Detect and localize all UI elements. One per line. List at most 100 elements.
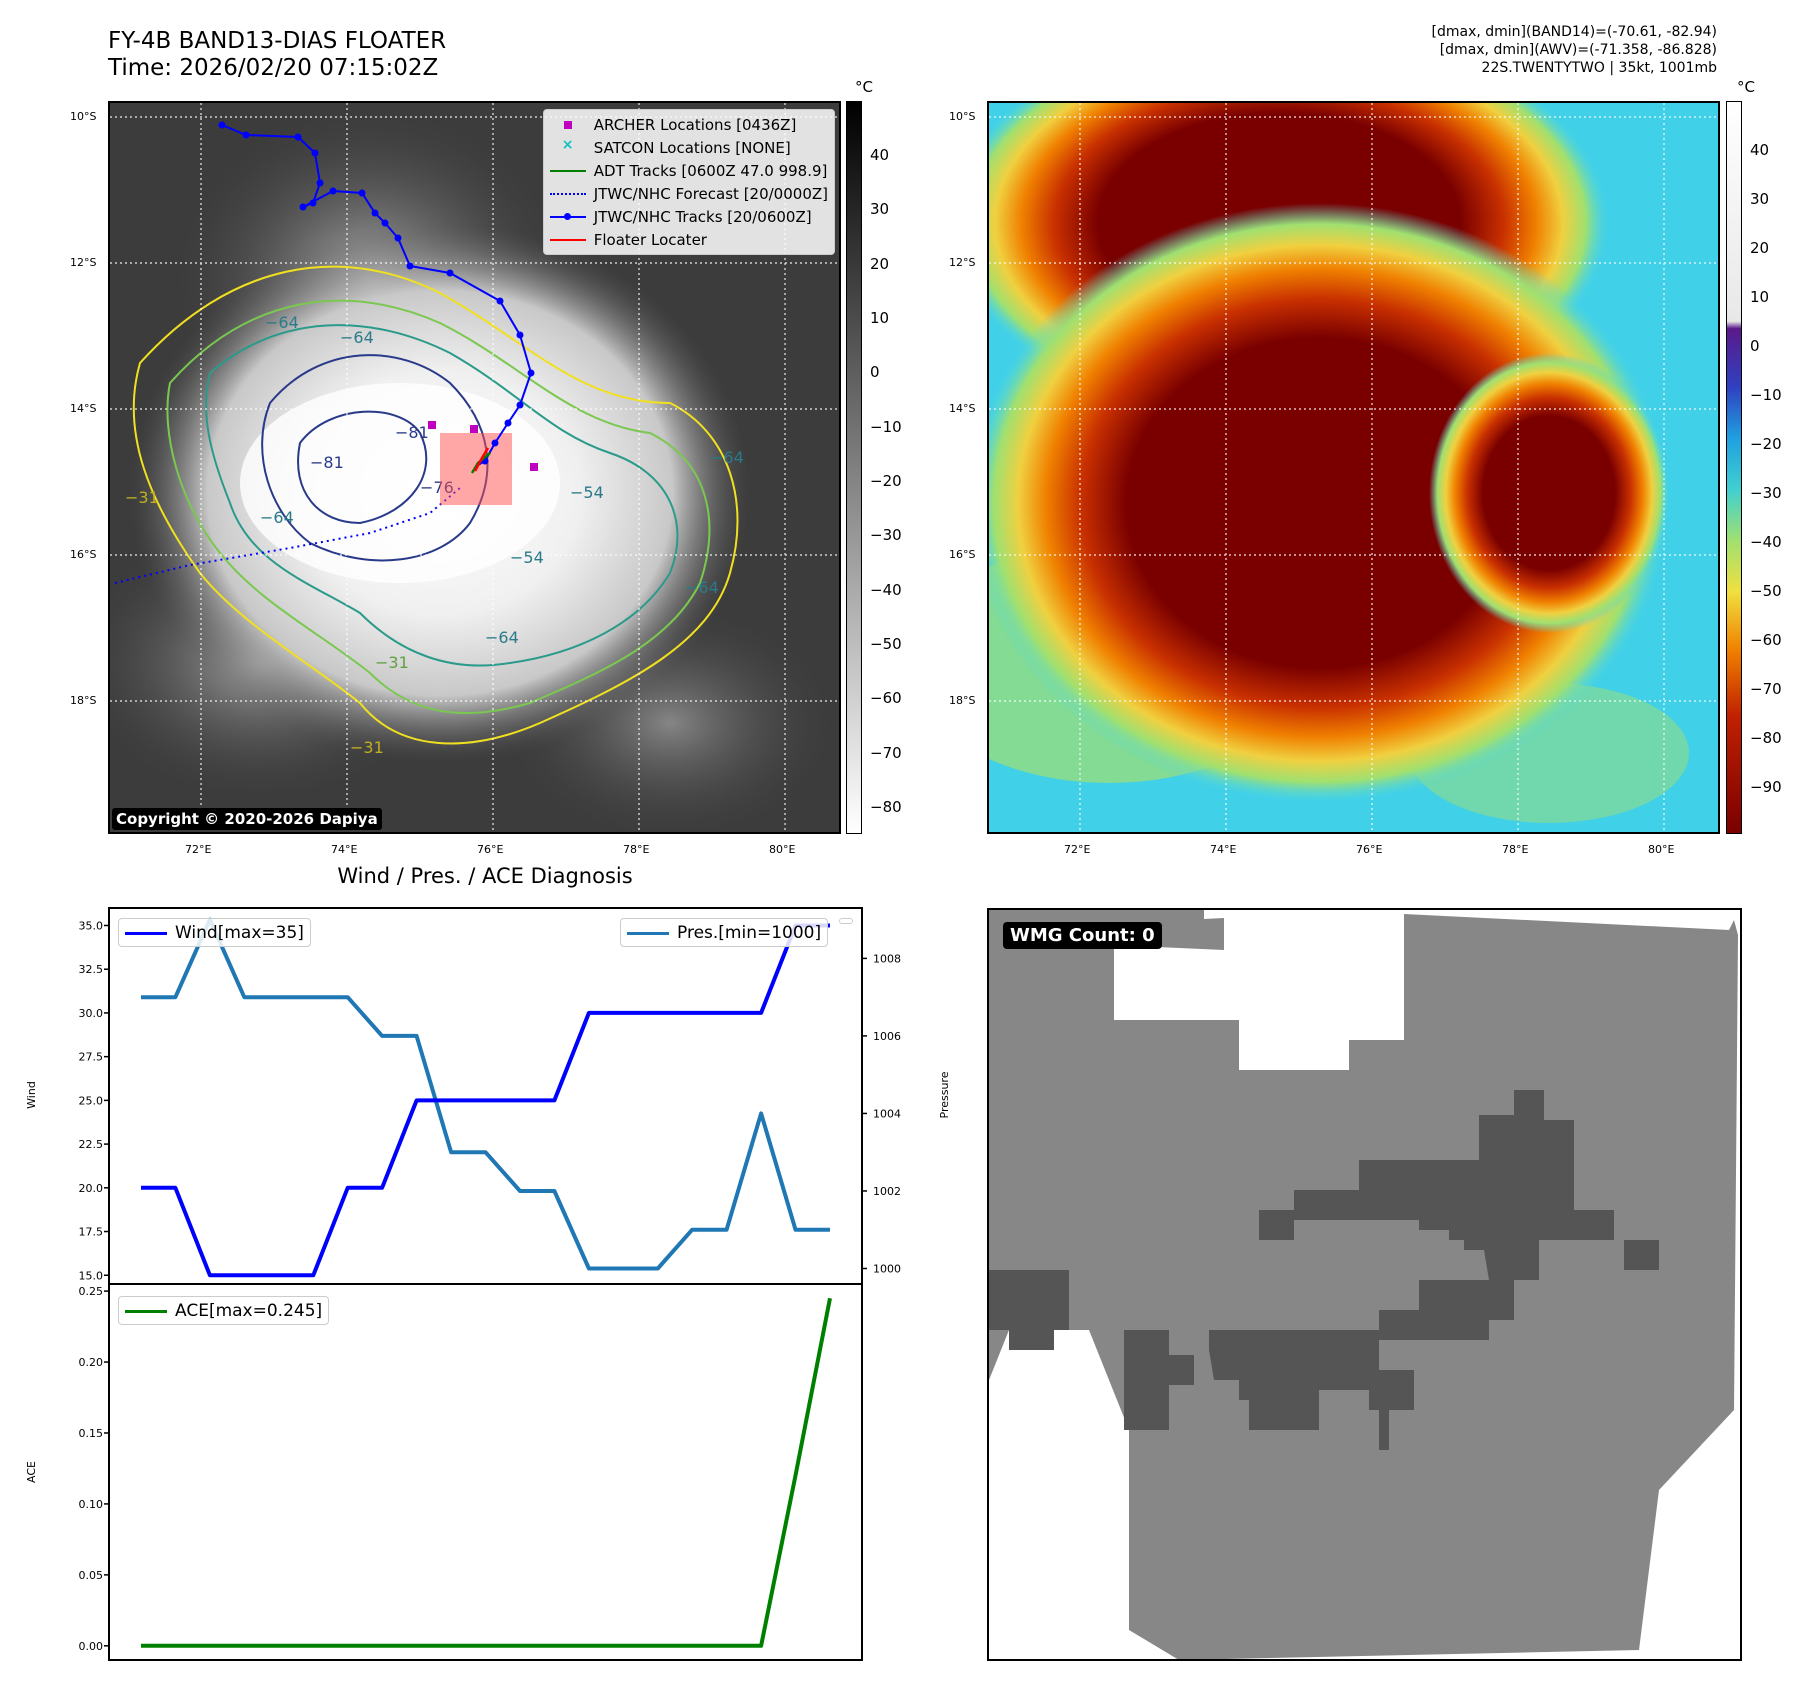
ace-tick: 0.10 (79, 1498, 104, 1511)
lat-label: 14°S (949, 402, 976, 415)
colorbar-tick: 0 (1750, 337, 1760, 355)
x-marker-icon: × (561, 136, 574, 153)
pressure-tick: 1004 (873, 1107, 901, 1120)
ace-axis-label: ACE (25, 1461, 38, 1483)
contour-label: −64 (265, 313, 299, 332)
lon-label: 78°E (1502, 843, 1529, 856)
colorbar-tick: 20 (870, 255, 890, 273)
contour-label: −31 (125, 488, 159, 507)
contour-label: −64 (260, 508, 294, 527)
legend-archer: ARCHER Locations [0436Z] (550, 113, 828, 136)
band13-legend: ARCHER Locations [0436Z] × SATCON Locati… (542, 109, 835, 255)
lon-label: 72°E (1064, 843, 1091, 856)
wind-tick: 17.5 (79, 1226, 104, 1239)
lon-label: 72°E (185, 843, 212, 856)
colorbar-tick: −10 (1750, 386, 1782, 404)
colorbar-tick: 10 (870, 309, 890, 327)
legend-forecast: JTWC/NHC Forecast [20/0000Z] (549, 182, 828, 205)
colorbar-tick: −80 (870, 798, 902, 816)
lat-label: 12°S (70, 256, 97, 269)
wmg-panel: WMG Count: 0 (987, 908, 1742, 1661)
wind-tick: 22.5 (79, 1138, 104, 1151)
colorbar-tick: 30 (1750, 190, 1770, 208)
colorbar-unit: °C (1737, 78, 1755, 96)
lon-label: 78°E (623, 843, 650, 856)
ace-frame (108, 1283, 863, 1661)
lat-label: 16°S (70, 548, 97, 561)
lon-label: 74°E (1210, 843, 1237, 856)
pressure-tick: 1000 (873, 1262, 901, 1275)
wind-tick: 25.0 (79, 1094, 104, 1107)
archer-points (428, 421, 538, 471)
lon-label: 80°E (769, 843, 796, 856)
colorbar-tick: 10 (1750, 288, 1770, 306)
legend-label: ARCHER Locations [0436Z] (593, 115, 797, 134)
colorbar-tick: −70 (870, 744, 902, 762)
ace-tick: 0.15 (79, 1427, 104, 1440)
colorbar-tick: −60 (870, 689, 902, 707)
band13-map: −64 −64 −81 −81 −76 −64 −31 −54 −64 −54 … (108, 101, 841, 834)
ace-line (141, 1297, 832, 1648)
colorbar-tick: 40 (870, 146, 890, 164)
line-icon (125, 927, 167, 939)
lat-label: 18°S (949, 694, 976, 707)
lon-label: 76°E (477, 843, 504, 856)
colorbar-tick: −30 (1750, 484, 1782, 502)
band13-colorbar (846, 101, 862, 834)
pressure-tick: 1002 (873, 1185, 901, 1198)
legend-adt: ADT Tracks [0600Z 47.0 998.9] (549, 159, 828, 182)
colorbar-tick: −50 (870, 635, 902, 653)
lat-label: 10°S (949, 110, 976, 123)
colorbar-tick: −90 (1750, 778, 1782, 796)
contour-label: −64 (685, 578, 719, 597)
contour-label: −64 (485, 628, 519, 647)
wind-tick: 15.0 (79, 1269, 104, 1282)
contour-label: −64 (710, 448, 744, 467)
ace-tick: 0.20 (79, 1356, 104, 1369)
awv-colorbar (1726, 101, 1742, 834)
line-marker-icon (549, 211, 586, 223)
wmg-image (989, 910, 1738, 1659)
colorbar-tick: −20 (1750, 435, 1782, 453)
wind-tick: 32.5 (79, 963, 104, 976)
line-icon (125, 1305, 167, 1317)
lat-label: 10°S (70, 110, 97, 123)
colorbar-tick: 0 (870, 363, 880, 381)
lat-label: 16°S (949, 548, 976, 561)
legend-label: Pres.[min=1000] (677, 922, 822, 943)
wind-axis-label: Wind (25, 1081, 38, 1109)
awv-map (987, 101, 1720, 834)
colorbar-tick: −20 (870, 472, 902, 490)
colorbar-tick: −80 (1750, 729, 1782, 747)
lat-label: 18°S (70, 694, 97, 707)
legend-label: Floater Locater (593, 230, 707, 249)
legend-label: ADT Tracks [0600Z 47.0 998.9] (593, 161, 828, 180)
colorbar-tick: −10 (870, 418, 902, 436)
ace-tick: 0.05 (79, 1569, 104, 1582)
wind-tick: 20.0 (79, 1182, 104, 1195)
contour-label: −31 (350, 738, 384, 757)
diagnosis-chart: 35.0 32.5 30.0 27.5 25.0 22.5 20.0 17.5 15.0 1008… (25, 907, 951, 1661)
wmg-count-badge: WMG Count: 0 (1003, 922, 1162, 949)
jtwc-track (221, 124, 533, 466)
colorbar-tick: −40 (870, 581, 902, 599)
ace-tick: 0.25 (79, 1285, 104, 1298)
legend-label: JTWC/NHC Tracks [20/0600Z] (593, 207, 812, 226)
legend-floater: Floater Locater (549, 228, 828, 251)
copyright-badge: Copyright © 2020-2026 Dapiya (112, 808, 382, 830)
lat-label: 14°S (70, 402, 97, 415)
contour-label: −54 (570, 483, 604, 502)
wind-pressure-frame (108, 907, 863, 1285)
legend-tracks: JTWC/NHC Tracks [20/0600Z] (549, 205, 828, 228)
contour-label: −64 (340, 328, 374, 347)
lat-label: 12°S (949, 256, 976, 269)
awv-info: [dmax, dmin](BAND14)=(-70.61, -82.94) [d… (1432, 23, 1718, 77)
info-line3: 22S.TWENTYTWO | 35kt, 1001mb (1481, 60, 1717, 76)
band13-title: FY-4B BAND13-DIAS FLOATER Time: 2026/02/… (108, 28, 446, 82)
lon-label: 80°E (1648, 843, 1675, 856)
lon-label: 76°E (1356, 843, 1383, 856)
contour-label: −54 (510, 548, 544, 567)
ace-legend: ACE[max=0.245] (118, 1296, 330, 1325)
pressure-tick: 1008 (873, 952, 901, 965)
wind-tick: 30.0 (79, 1007, 104, 1020)
